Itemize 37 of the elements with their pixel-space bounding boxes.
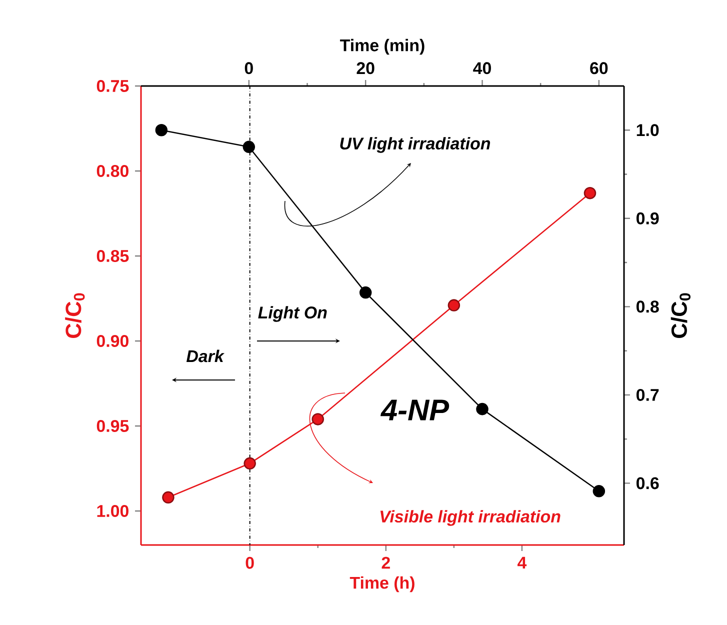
- y-tick-label: 0.80: [96, 165, 128, 177]
- y-tick-label: 0.90: [96, 335, 128, 348]
- y-tick-label: 0.9: [636, 212, 659, 224]
- x-tick-label: 0: [246, 556, 254, 569]
- y-tick-label: 0.7: [636, 388, 659, 401]
- point: [155, 124, 168, 136]
- y-tick-label: 0.85: [96, 250, 129, 262]
- x-tick-label: 60: [590, 62, 608, 74]
- annotation: Visible light irradiation: [380, 510, 560, 526]
- x-axis-title: Time (h): [350, 576, 414, 592]
- x-axis-title: Time (min): [340, 38, 424, 55]
- point: [448, 299, 460, 312]
- point: [592, 485, 606, 498]
- point: [359, 286, 372, 299]
- annotation: Light On: [258, 306, 327, 322]
- annotation: 4-NP: [380, 400, 450, 420]
- y-tick-label: 0.95: [96, 420, 129, 432]
- annotation: UV light irradiation: [340, 137, 490, 153]
- y-tick-label: 1.0: [636, 124, 659, 136]
- x-tick-label: 2: [382, 556, 390, 569]
- point: [244, 457, 256, 470]
- y-tick-label: 0.8: [636, 300, 659, 313]
- point: [312, 413, 324, 426]
- x-tick-label: 20: [356, 62, 374, 74]
- point: [476, 402, 488, 416]
- y-axis-title: C/C$_{0}$: [670, 293, 690, 338]
- point: [242, 140, 256, 154]
- x-tick-label: 4: [518, 556, 527, 568]
- x-tick-label: 40: [473, 62, 491, 74]
- y-tick-label: 0.6: [636, 477, 659, 490]
- y-tick-label: 0.75: [96, 80, 129, 92]
- point: [584, 186, 596, 200]
- point: [162, 491, 174, 504]
- annotation: Dark: [186, 350, 225, 362]
- y-tick-label: 1.00: [97, 505, 128, 518]
- x-tick-label: 0: [244, 62, 253, 74]
- y-axis-title: C/C$_{0}$: [65, 293, 85, 338]
